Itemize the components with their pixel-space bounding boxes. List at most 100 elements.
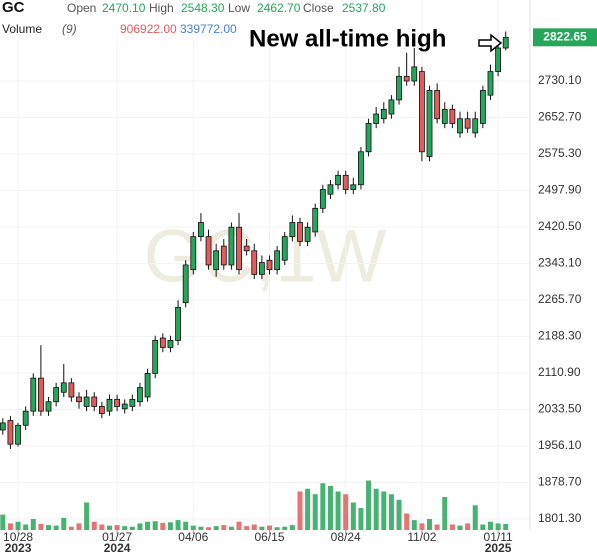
y-tick-label: 2188.30 bbox=[538, 329, 582, 343]
candle-body bbox=[91, 396, 98, 407]
ohlc-label: Close bbox=[303, 1, 334, 15]
candle-body bbox=[418, 71, 425, 153]
candle-body bbox=[121, 403, 128, 410]
volume-bar bbox=[84, 502, 90, 530]
y-tick-label: 2575.30 bbox=[538, 146, 582, 160]
volume-bar bbox=[106, 525, 112, 530]
candle-body bbox=[53, 387, 60, 403]
volume-bar bbox=[434, 524, 440, 530]
candle-body bbox=[472, 118, 479, 134]
ohlc-value: 2537.80 bbox=[342, 1, 386, 15]
grid bbox=[0, 0, 530, 530]
ohlc-value: 2462.70 bbox=[257, 1, 301, 15]
annotation-arrow bbox=[478, 33, 503, 53]
volume-bar bbox=[320, 483, 326, 530]
volume-pane bbox=[0, 480, 509, 530]
y-tick-label: 2730.10 bbox=[538, 73, 582, 87]
candle-body bbox=[38, 377, 44, 412]
candle-body bbox=[358, 151, 364, 186]
candle-body bbox=[114, 398, 120, 407]
volume-bar bbox=[7, 523, 13, 530]
volume-bar bbox=[145, 521, 151, 530]
candle-body bbox=[76, 396, 82, 403]
candle-body bbox=[220, 245, 227, 266]
volume-bar bbox=[38, 523, 44, 530]
volume-bar bbox=[76, 523, 82, 530]
volume-bar bbox=[343, 494, 349, 530]
header-bg bbox=[0, 0, 420, 38]
y-tick-label: 1956.10 bbox=[538, 438, 582, 452]
ohlc-label: Open bbox=[67, 1, 96, 15]
candle-body bbox=[258, 262, 265, 275]
volume-bar bbox=[457, 525, 463, 530]
ohlc-label: High bbox=[149, 1, 174, 15]
volume-bar bbox=[15, 521, 21, 530]
volume-bar bbox=[305, 488, 311, 530]
volume-bar bbox=[381, 491, 387, 530]
candle-body bbox=[167, 340, 174, 348]
candle-body bbox=[342, 174, 349, 190]
candle-body bbox=[159, 337, 166, 348]
candle-body bbox=[137, 387, 143, 403]
candle-body bbox=[22, 410, 29, 426]
volume-bar bbox=[53, 525, 59, 530]
x-tick-label: 06/15 bbox=[254, 530, 284, 544]
candle-body bbox=[198, 222, 204, 238]
volume-bar bbox=[236, 521, 242, 530]
volume-bar bbox=[23, 524, 29, 530]
candle-body bbox=[312, 207, 319, 233]
candle-body bbox=[266, 259, 273, 271]
volume-bar bbox=[396, 499, 402, 530]
candle-body bbox=[144, 373, 151, 398]
volume-bar bbox=[183, 521, 189, 530]
candle-body bbox=[274, 250, 281, 271]
annotation: New all-time high bbox=[249, 25, 446, 52]
volume-bar bbox=[487, 521, 493, 530]
volume-bar bbox=[206, 527, 212, 530]
volume-bar bbox=[442, 497, 448, 530]
y-tick-label: 2110.90 bbox=[538, 365, 581, 379]
candle-body bbox=[297, 222, 303, 242]
x-year-label: 2025 bbox=[485, 541, 512, 553]
candle-body bbox=[365, 123, 372, 153]
volume-bar bbox=[244, 526, 250, 530]
volume-label: Volume bbox=[2, 22, 42, 36]
candle-body bbox=[335, 174, 341, 186]
y-tick-label: 1878.70 bbox=[538, 475, 582, 489]
candle-body bbox=[350, 184, 357, 190]
candle-body bbox=[380, 108, 387, 120]
volume-bar bbox=[373, 488, 379, 530]
volume-bar bbox=[91, 521, 97, 530]
candle-body bbox=[83, 396, 90, 407]
y-tick-label: 2652.70 bbox=[538, 110, 582, 124]
volume-bar bbox=[251, 524, 257, 530]
candle-body bbox=[175, 306, 181, 341]
volume-bar bbox=[167, 522, 173, 530]
x-tick-label: 04/06 bbox=[178, 530, 208, 544]
candle-body bbox=[396, 75, 402, 101]
x-tick-label: 11/02 bbox=[407, 530, 436, 544]
candle-body bbox=[228, 226, 235, 266]
volume-bar bbox=[388, 494, 394, 530]
volume-bar bbox=[228, 526, 234, 530]
candle-body bbox=[60, 382, 67, 393]
candle-body bbox=[479, 90, 486, 124]
candle-body bbox=[0, 422, 6, 431]
volume-param: (9) bbox=[62, 22, 77, 36]
volume-bar bbox=[366, 480, 372, 530]
volume-bar bbox=[129, 526, 135, 530]
candle-body bbox=[411, 66, 418, 82]
volume-ma-value: 339772.00 bbox=[180, 22, 237, 36]
candle-body bbox=[182, 264, 189, 304]
candle-body bbox=[205, 236, 212, 266]
candle-body bbox=[281, 236, 288, 261]
price-badge bbox=[533, 28, 597, 47]
candle-body bbox=[434, 90, 441, 120]
volume-bar bbox=[449, 524, 455, 530]
y-tick-label: 2343.10 bbox=[538, 256, 582, 270]
x-tick-label: 01/11 bbox=[484, 530, 513, 544]
candle-body bbox=[449, 108, 456, 124]
volume-bar bbox=[274, 527, 280, 530]
volume-bar bbox=[503, 523, 509, 530]
